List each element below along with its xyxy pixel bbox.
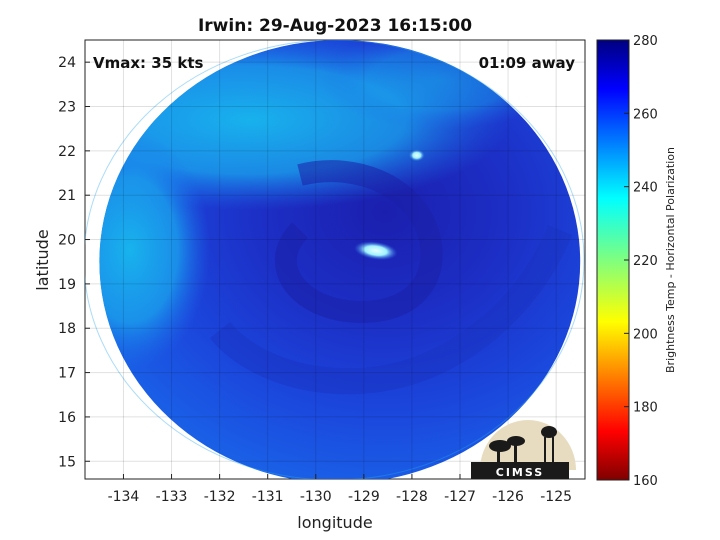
swath-cyan-west xyxy=(99,130,210,370)
x-tick-label: -131 xyxy=(252,489,284,505)
y-axis-label: latitude xyxy=(33,229,52,290)
cimss-logo: CIMSS xyxy=(471,420,576,479)
y-tick-label: 20 xyxy=(58,233,76,249)
colorbar-tick-label: 280 xyxy=(633,34,658,49)
x-tick-label: -127 xyxy=(444,489,476,505)
y-tick-label: 16 xyxy=(58,410,76,426)
time-away-annotation: 01:09 away xyxy=(479,54,576,72)
x-axis-label: longitude xyxy=(297,513,372,532)
swath-edge xyxy=(85,40,585,479)
x-tick-label: -130 xyxy=(300,489,332,505)
colorbar-ticks: 160 180 200 220 240 260 280 xyxy=(624,34,658,489)
y-tick-label: 24 xyxy=(58,55,76,71)
warm-feature-point xyxy=(408,149,425,162)
x-tick-label: -129 xyxy=(348,489,380,505)
y-tick-label: 22 xyxy=(58,144,76,160)
colorbar xyxy=(596,39,630,481)
x-tick-label: -133 xyxy=(156,489,188,505)
satellite-dish-icon xyxy=(489,440,511,452)
x-tick-label: -128 xyxy=(396,489,428,505)
water-tower-icon xyxy=(541,426,557,438)
x-tick-label: -134 xyxy=(108,489,140,505)
x-tick-label: -132 xyxy=(204,489,236,505)
colorbar-tick-label: 180 xyxy=(633,401,658,416)
x-tick-label: -126 xyxy=(492,489,524,505)
colorbar-tick-label: 160 xyxy=(633,474,658,489)
y-tick-label: 17 xyxy=(58,366,76,382)
colorbar-tick-label: 240 xyxy=(633,181,658,196)
spiral-band xyxy=(274,160,443,323)
y-tick-label: 18 xyxy=(58,321,76,337)
chart-title: Irwin: 29-Aug-2023 16:15:00 xyxy=(198,16,472,36)
y-tick-label: 23 xyxy=(58,100,76,116)
colorbar-tick-label: 220 xyxy=(633,254,658,269)
warm-feature-point xyxy=(354,241,398,261)
y-tick-label: 15 xyxy=(58,454,76,470)
y-axis-ticks: 15 16 17 18 19 20 21 22 23 24 xyxy=(58,55,90,470)
y-tick-label: 19 xyxy=(58,277,76,293)
logo-text: CIMSS xyxy=(496,466,544,479)
x-tick-label: -125 xyxy=(540,489,572,505)
vmax-annotation: Vmax: 35 kts xyxy=(93,54,203,72)
colorbar-label: Brightness Temp - Horizontal Polarizatio… xyxy=(664,147,677,373)
grid xyxy=(85,40,585,479)
feature-layer xyxy=(354,149,425,261)
y-tick-label: 21 xyxy=(58,188,76,204)
x-axis-ticks: -134 -133 -132 -131 -130 -129 -128 -127 -126 -125 xyxy=(108,474,572,505)
satellite-dish-icon-2 xyxy=(507,436,525,446)
colorbar-tick-label: 260 xyxy=(633,107,658,122)
colorbar-tick-label: 200 xyxy=(633,327,658,342)
outer-band xyxy=(209,225,573,395)
